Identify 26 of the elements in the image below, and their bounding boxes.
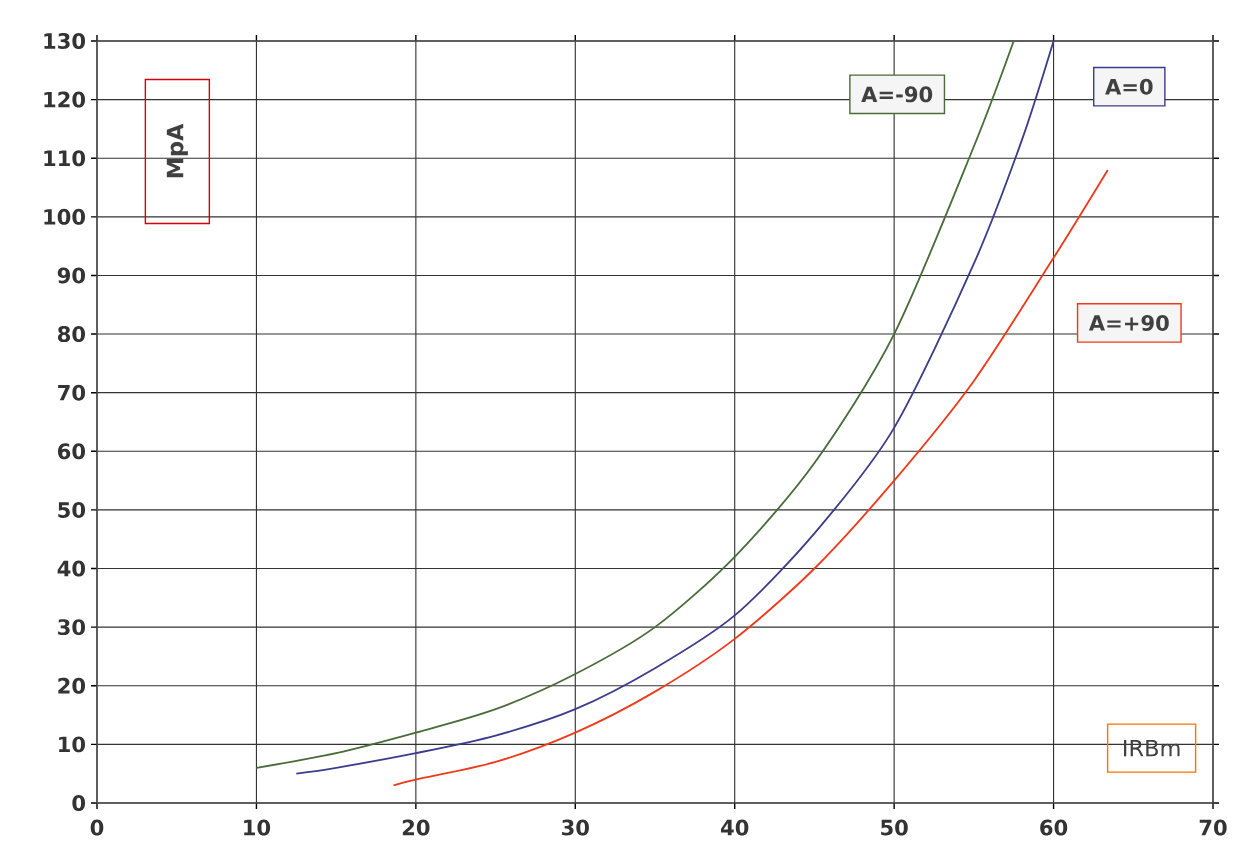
- y-tick-label: 100: [44, 208, 86, 225]
- y-tick-label: 70: [58, 384, 86, 401]
- x-tick-label: 60: [1040, 819, 1068, 836]
- y-tick-label: 120: [44, 91, 86, 108]
- y-tick-label: 110: [44, 150, 86, 167]
- y-tick-label: 60: [57, 443, 86, 460]
- y-tick-label: 30: [58, 619, 86, 636]
- x-tick-label: 20: [402, 819, 430, 836]
- y-tick-label: 20: [58, 677, 86, 694]
- x-tick-label: 30: [562, 819, 589, 836]
- y-tick-label: 50: [58, 501, 86, 518]
- y-tick-label: 40: [57, 560, 86, 577]
- y-tick-label: 80: [57, 326, 86, 343]
- text: A=0: [1105, 78, 1153, 95]
- x-tick-label: 50: [881, 819, 908, 836]
- y-tick-label: 10: [59, 736, 86, 753]
- x-tick-label: 0: [90, 819, 104, 836]
- x-tick-label: 10: [244, 819, 271, 836]
- y-tick-label: 0: [72, 795, 86, 811]
- y-tick-label: 130: [44, 33, 86, 49]
- x-tick-label: 40: [720, 819, 749, 836]
- x-tick-label: 70: [1199, 819, 1227, 836]
- text: A=+90: [1088, 314, 1169, 331]
- y-tick-label: 90: [57, 267, 86, 284]
- y-axis-title: MpA: [166, 123, 188, 178]
- text: A=-90: [861, 86, 933, 103]
